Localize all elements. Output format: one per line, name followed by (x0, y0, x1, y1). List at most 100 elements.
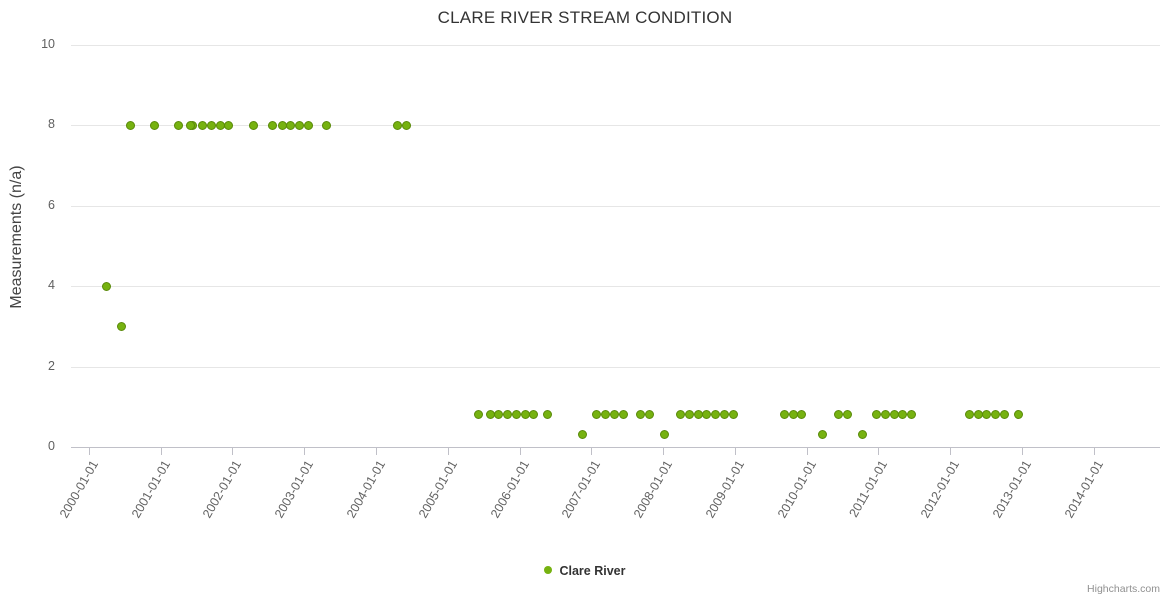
data-point[interactable] (485, 410, 495, 420)
data-point[interactable] (872, 410, 882, 420)
gridline (71, 125, 1160, 127)
data-point[interactable] (286, 120, 296, 130)
y-axis-tick-label: 8 (48, 117, 55, 132)
data-point[interactable] (636, 410, 646, 420)
x-axis-tick-mark (806, 448, 808, 455)
data-point[interactable] (693, 410, 703, 420)
data-point[interactable] (685, 410, 695, 420)
x-axis-tick-mark (591, 448, 593, 455)
data-point[interactable] (401, 120, 411, 130)
data-point[interactable] (842, 410, 852, 420)
x-axis-tick-label: 2004-01-01 (344, 458, 389, 521)
data-point[interactable] (660, 430, 669, 440)
x-axis-tick-label: 2009-01-01 (702, 458, 747, 521)
data-point[interactable] (982, 410, 992, 420)
data-point[interactable] (601, 410, 611, 420)
y-axis-tick-labels: 0 2 4 6 8 10 (0, 37, 63, 453)
data-point[interactable] (907, 410, 917, 420)
data-point[interactable] (1013, 410, 1023, 420)
data-point[interactable] (702, 410, 712, 420)
data-point[interactable] (174, 120, 184, 130)
y-axis-tick-label: 6 (48, 197, 55, 212)
data-point[interactable] (186, 120, 196, 130)
y-axis-tick-label: 4 (48, 278, 55, 293)
y-axis-tick-label: 0 (48, 439, 55, 453)
x-axis-tick-label: 2011-01-01 (846, 458, 891, 520)
data-point[interactable] (817, 430, 827, 440)
x-axis-tick-label: 2014-01-01 (1061, 458, 1106, 521)
x-axis-tick-label: 2012-01-01 (918, 458, 963, 521)
x-axis-line (71, 447, 1160, 448)
data-point[interactable] (393, 120, 403, 130)
data-point[interactable] (609, 410, 619, 420)
data-point[interactable] (964, 410, 974, 420)
data-point[interactable] (889, 410, 899, 420)
y-axis-tick-label: 10 (41, 37, 55, 51)
data-point[interactable] (295, 120, 305, 130)
data-point[interactable] (102, 281, 112, 291)
data-point[interactable] (592, 410, 602, 420)
x-axis-tick-label: 2003-01-01 (272, 458, 317, 521)
data-point[interactable] (150, 120, 160, 130)
data-point[interactable] (511, 410, 521, 420)
x-axis-tick-mark (950, 448, 952, 455)
data-point[interactable] (520, 410, 530, 420)
data-point[interactable] (503, 410, 513, 420)
x-axis-tick-label: 2002-01-01 (200, 458, 245, 521)
data-point[interactable] (303, 120, 313, 130)
x-axis-tick-label: 2008-01-01 (631, 458, 676, 521)
data-point[interactable] (543, 410, 553, 420)
gridline (71, 366, 1160, 368)
credits-label[interactable]: Highcharts.com (1087, 583, 1160, 595)
data-point[interactable] (277, 120, 287, 130)
data-point[interactable] (719, 410, 729, 420)
y-axis-tick-label: 2 (48, 358, 55, 373)
x-axis-tick-mark (88, 448, 90, 455)
chart-legend[interactable]: Clare River (0, 563, 1170, 578)
data-point[interactable] (991, 410, 1001, 420)
data-point[interactable] (788, 410, 798, 420)
data-point[interactable] (711, 410, 721, 420)
x-axis-tick-mark (519, 448, 521, 455)
data-point[interactable] (797, 410, 807, 420)
data-point[interactable] (206, 120, 216, 130)
data-point[interactable] (676, 410, 686, 420)
data-point[interactable] (249, 120, 259, 130)
data-point[interactable] (728, 410, 738, 420)
x-axis-tick-mark (160, 448, 162, 455)
data-point[interactable] (881, 410, 891, 420)
x-axis-tick-label: 2006-01-01 (487, 458, 532, 521)
data-point[interactable] (116, 321, 126, 331)
x-axis-tick-label: 2001-01-01 (128, 458, 173, 521)
legend-marker-icon (544, 565, 553, 574)
x-axis-tick-mark (232, 448, 234, 455)
data-point[interactable] (644, 410, 654, 420)
data-point[interactable] (198, 120, 208, 130)
data-point[interactable] (215, 120, 225, 130)
data-point[interactable] (267, 120, 277, 130)
x-axis-tick-label: 2013-01-01 (989, 458, 1035, 521)
data-point[interactable] (322, 120, 332, 130)
data-point[interactable] (473, 410, 483, 420)
data-point[interactable] (494, 410, 504, 420)
data-point[interactable] (858, 430, 868, 440)
x-axis-tick-mark (447, 448, 449, 455)
data-point[interactable] (779, 410, 789, 420)
data-point[interactable] (618, 410, 628, 420)
x-axis-tick-mark (376, 448, 378, 455)
data-point[interactable] (898, 410, 908, 420)
x-axis-tick-label: 2007-01-01 (559, 458, 604, 521)
data-point[interactable] (834, 410, 844, 420)
x-axis-tick-mark (663, 448, 665, 455)
x-axis-tick-mark (1093, 448, 1095, 455)
data-point[interactable] (973, 410, 983, 420)
data-point[interactable] (578, 430, 588, 440)
gridline (71, 286, 1160, 288)
x-axis-tick-mark (304, 448, 306, 455)
x-axis-tick-mark (1021, 448, 1023, 455)
data-point[interactable] (126, 120, 136, 130)
data-point[interactable] (999, 410, 1009, 420)
data-point[interactable] (529, 410, 539, 420)
data-point[interactable] (224, 120, 234, 130)
